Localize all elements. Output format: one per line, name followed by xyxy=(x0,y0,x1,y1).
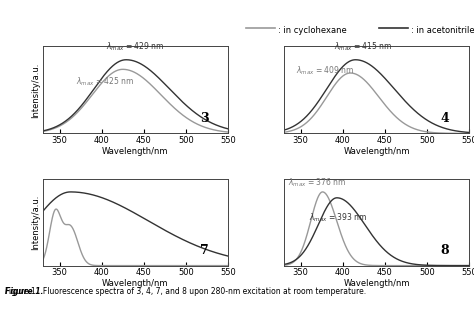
Text: $\lambda_{max}$ = 409 nm: $\lambda_{max}$ = 409 nm xyxy=(296,64,355,77)
Text: 8: 8 xyxy=(441,244,449,257)
Text: 4: 4 xyxy=(441,112,449,125)
Text: $\lambda_{max}$ = 393 nm: $\lambda_{max}$ = 393 nm xyxy=(309,211,368,224)
X-axis label: Wavelength/nm: Wavelength/nm xyxy=(102,280,169,289)
X-axis label: Wavelength/nm: Wavelength/nm xyxy=(343,280,410,289)
Text: 7: 7 xyxy=(200,244,209,257)
Text: : in cyclohexane: : in cyclohexane xyxy=(278,26,347,36)
Text: Figure 1.: Figure 1. xyxy=(5,287,43,296)
Text: : in acetonitrile: : in acetonitrile xyxy=(411,26,474,36)
Text: $\lambda_{max}$ = 425 nm: $\lambda_{max}$ = 425 nm xyxy=(76,76,135,88)
Y-axis label: Intensity/a.u.: Intensity/a.u. xyxy=(31,195,40,250)
Text: 3: 3 xyxy=(200,112,209,125)
Text: $\lambda_{max}$ = 376 nm: $\lambda_{max}$ = 376 nm xyxy=(288,177,346,189)
X-axis label: Wavelength/nm: Wavelength/nm xyxy=(102,147,169,156)
Text: Figure 1.  Fluorescence spectra of 3, 4, 7, and 8 upon 280-nm excitation at room: Figure 1. Fluorescence spectra of 3, 4, … xyxy=(5,287,366,296)
Text: $\lambda_{max}$ = 415 nm: $\lambda_{max}$ = 415 nm xyxy=(334,41,393,53)
X-axis label: Wavelength/nm: Wavelength/nm xyxy=(343,147,410,156)
Text: $\lambda_{max}$ = 429 nm: $\lambda_{max}$ = 429 nm xyxy=(106,41,164,53)
Y-axis label: Intensity/a.u.: Intensity/a.u. xyxy=(31,62,40,118)
